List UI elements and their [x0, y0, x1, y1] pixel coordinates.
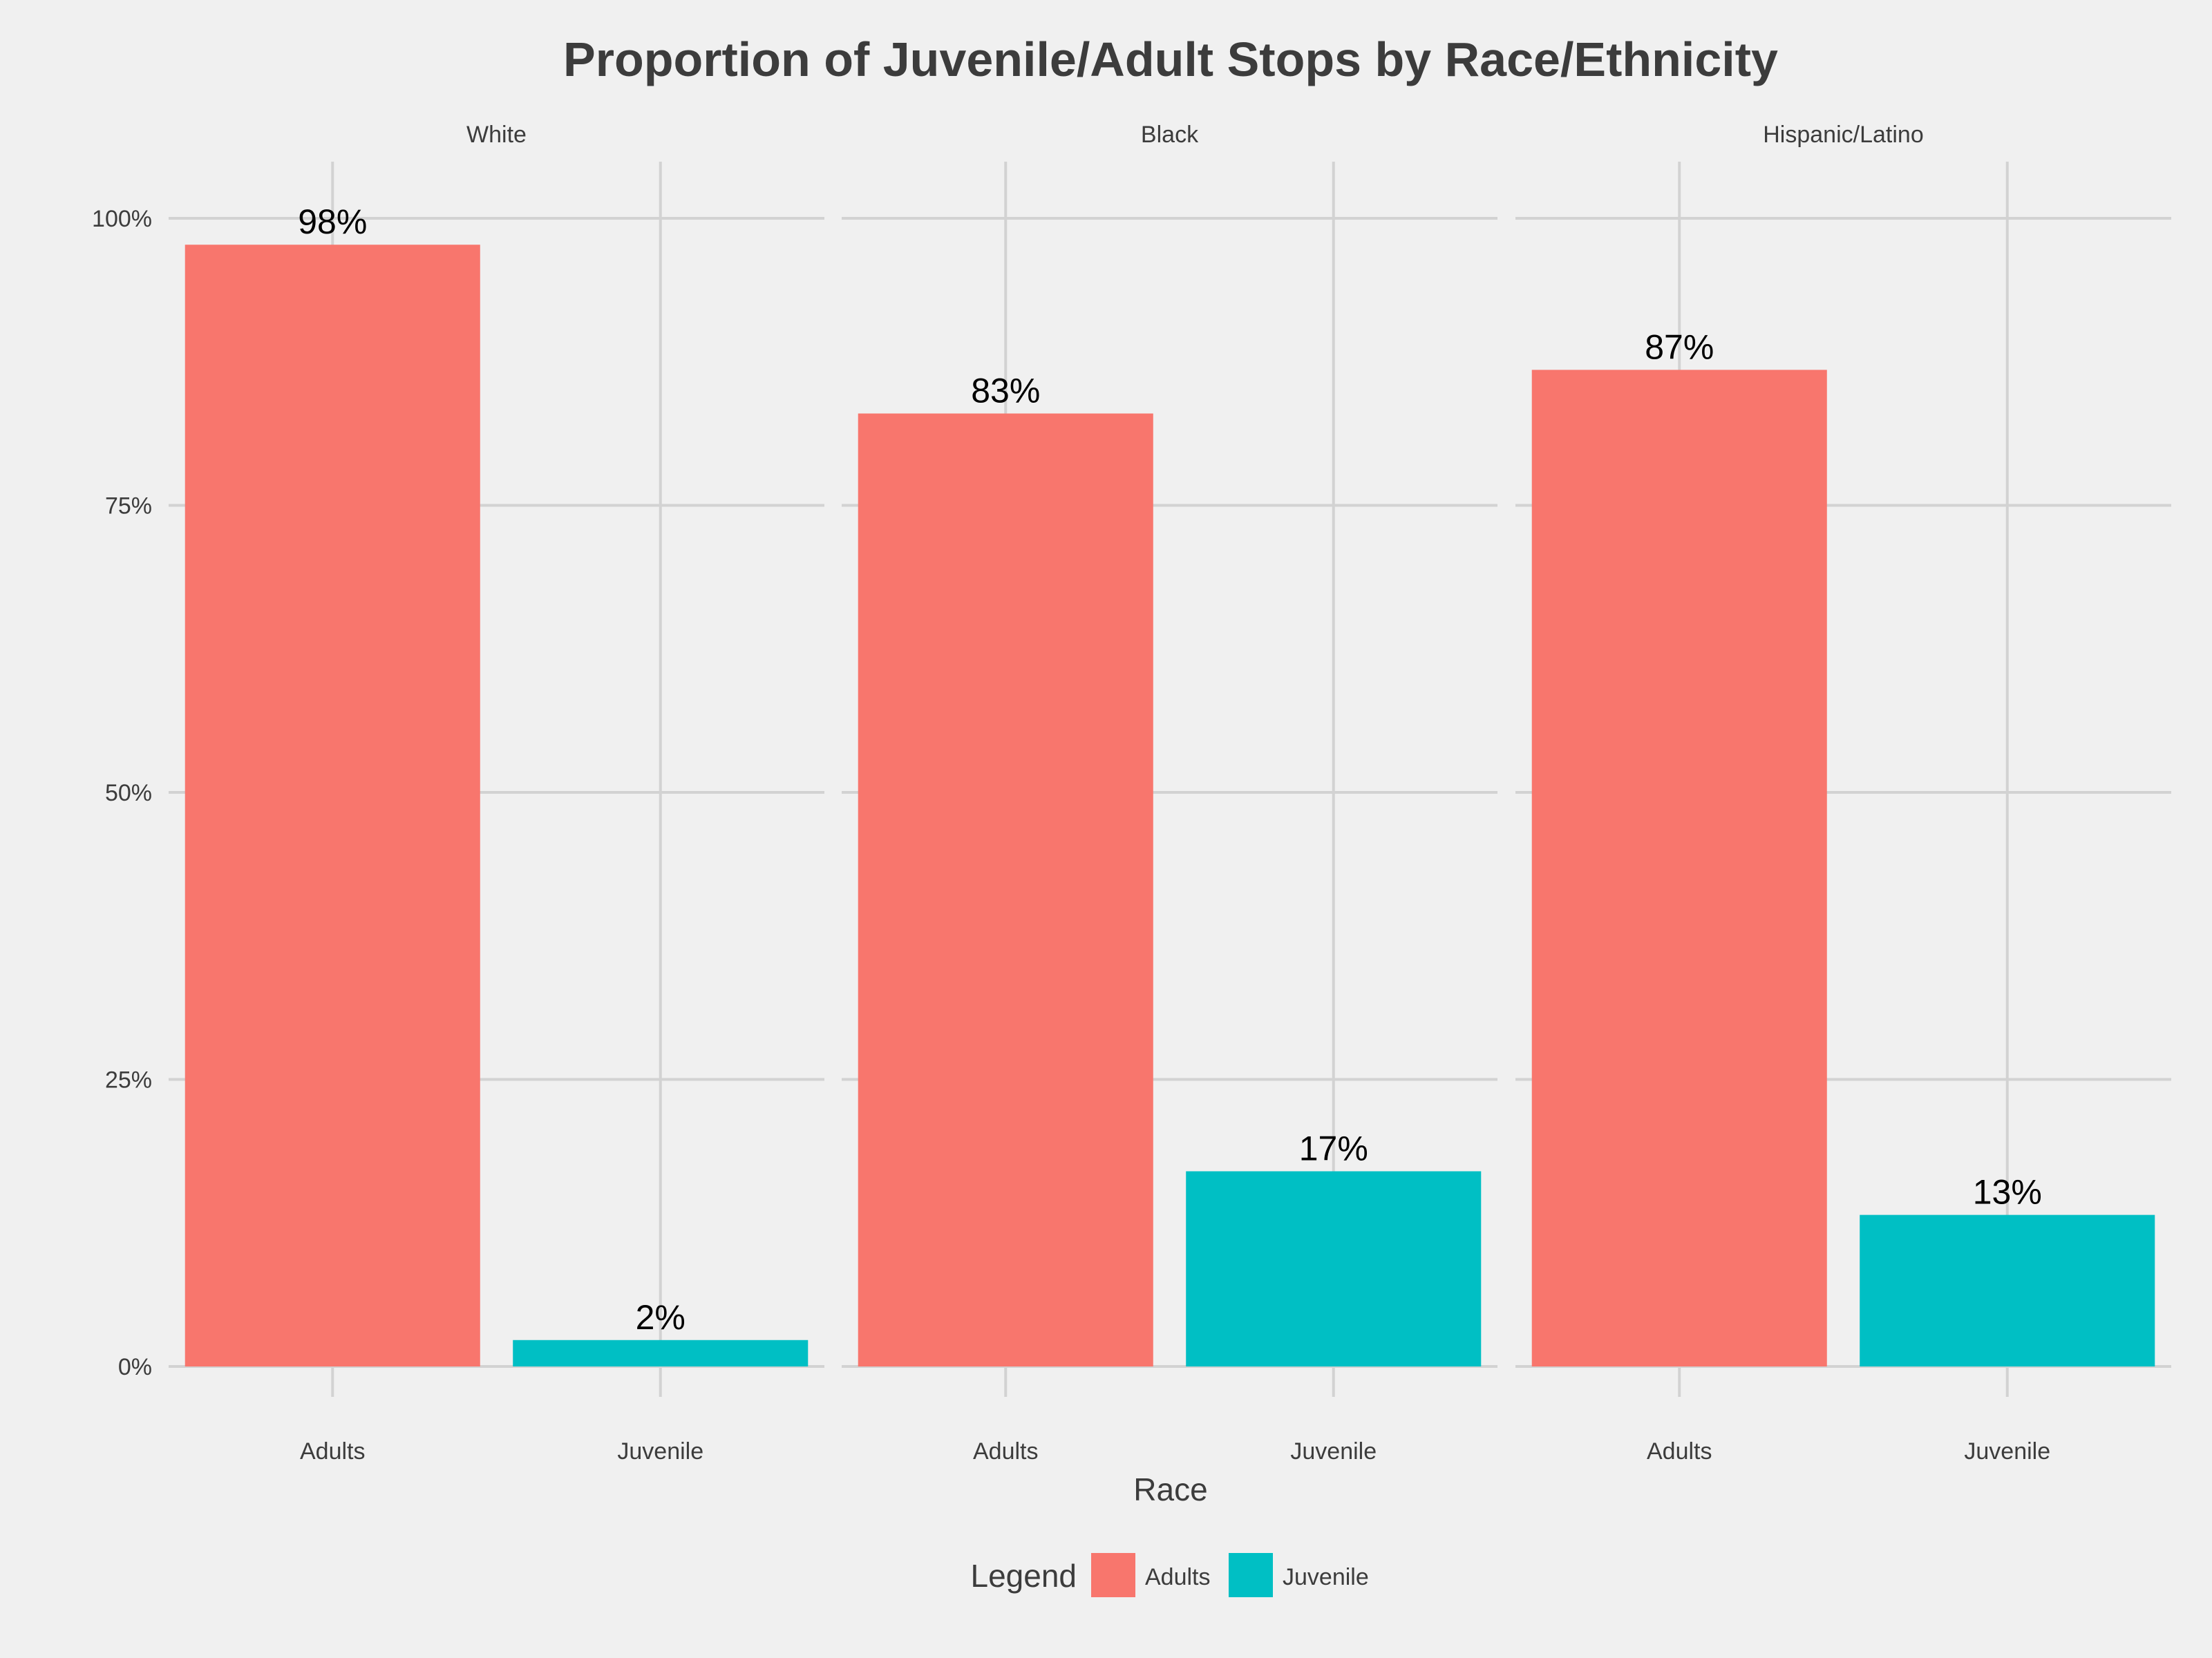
bar-value-label: 87% — [1645, 327, 1714, 366]
x-tick-label: Adults — [1647, 1438, 1712, 1465]
bar — [1860, 1214, 2155, 1366]
bar-value-label: 17% — [1299, 1129, 1368, 1168]
legend: Legend Adults Juvenile — [971, 1553, 1369, 1597]
legend-item-label: Adults — [1145, 1564, 1211, 1590]
x-tick-label: Adults — [973, 1438, 1039, 1465]
x-tick-label: Juvenile — [1964, 1438, 2050, 1465]
legend-key-swatch — [1091, 1553, 1135, 1597]
bar — [1531, 370, 1827, 1366]
x-tick-label: Adults — [300, 1438, 366, 1465]
bar — [185, 245, 480, 1366]
facet-panel: Black 83% Adults 17% Juvenile — [842, 122, 1497, 1465]
x-axis-title: Race — [1133, 1471, 1207, 1507]
y-tick-label: 0% — [118, 1354, 152, 1380]
facet-panel: Hispanic/Latino 87% Adults 13% Juvenile — [1515, 122, 2171, 1465]
bar — [858, 413, 1153, 1366]
y-tick-label: 25% — [105, 1067, 152, 1094]
bar — [513, 1340, 809, 1366]
bar-value-label: 83% — [971, 372, 1040, 410]
bar-value-label: 13% — [1973, 1173, 2042, 1212]
legend-key-swatch — [1229, 1553, 1273, 1597]
x-tick-label: Juvenile — [1290, 1438, 1377, 1465]
plot-area: White 98% Adults 2% Juvenile Black 83% Adults 17… — [92, 122, 2171, 1465]
y-tick-label: 75% — [105, 493, 152, 520]
legend-title: Legend — [971, 1558, 1077, 1594]
chart-title: Proportion of Juvenile/Adult Stops by Ra… — [563, 32, 1778, 86]
x-tick-label: Juvenile — [617, 1438, 703, 1465]
y-tick-label: 50% — [105, 780, 152, 806]
bar-value-label: 98% — [298, 202, 367, 241]
facet-label: White — [466, 122, 527, 148]
bar — [1186, 1171, 1482, 1366]
facet-label: Black — [1141, 122, 1199, 148]
bar-value-label: 2% — [636, 1298, 686, 1337]
facet-label: Hispanic/Latino — [1763, 122, 1923, 148]
facet-panel: White 98% Adults 2% Juvenile — [169, 122, 824, 1465]
y-tick-label: 100% — [92, 206, 152, 232]
legend-item-label: Juvenile — [1283, 1564, 1369, 1590]
